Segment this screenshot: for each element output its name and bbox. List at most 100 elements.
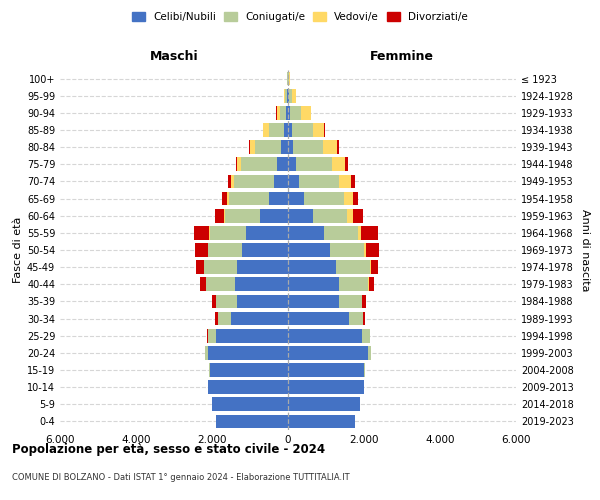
Bar xyxy=(206,278,235,291)
Bar xyxy=(210,363,288,377)
Bar xyxy=(284,123,288,137)
Bar xyxy=(215,312,218,326)
Bar xyxy=(210,226,246,239)
Bar xyxy=(352,174,355,188)
Text: Popolazione per età, sesso e stato civile - 2024: Popolazione per età, sesso e stato civil… xyxy=(12,442,325,456)
Bar xyxy=(288,192,304,205)
Bar xyxy=(196,260,204,274)
Bar xyxy=(269,123,284,137)
Bar xyxy=(285,89,287,102)
Bar xyxy=(288,226,324,239)
Bar xyxy=(277,158,288,171)
Bar xyxy=(288,89,289,102)
Bar xyxy=(366,243,379,257)
Bar xyxy=(299,174,340,188)
Bar xyxy=(209,363,210,377)
Bar xyxy=(230,174,233,188)
Bar xyxy=(290,106,301,120)
Bar xyxy=(362,329,370,342)
Bar xyxy=(286,106,288,120)
Text: Maschi: Maschi xyxy=(149,50,199,63)
Bar xyxy=(289,72,290,86)
Bar xyxy=(242,243,288,257)
Bar xyxy=(224,209,226,222)
Bar xyxy=(196,243,208,257)
Bar xyxy=(229,192,269,205)
Bar xyxy=(241,158,277,171)
Bar xyxy=(296,158,332,171)
Bar xyxy=(323,140,337,154)
Bar xyxy=(250,140,254,154)
Bar xyxy=(208,346,288,360)
Bar xyxy=(324,226,358,239)
Bar xyxy=(289,89,292,102)
Bar xyxy=(368,346,371,360)
Bar xyxy=(236,158,238,171)
Bar xyxy=(284,89,285,102)
Bar xyxy=(313,209,347,222)
Bar xyxy=(330,243,364,257)
Bar xyxy=(353,209,363,222)
Bar xyxy=(207,329,208,342)
Bar xyxy=(249,140,250,154)
Y-axis label: Fasce di età: Fasce di età xyxy=(13,217,23,283)
Bar xyxy=(361,226,379,239)
Bar xyxy=(288,398,360,411)
Bar xyxy=(324,123,325,137)
Bar xyxy=(340,294,362,308)
Bar xyxy=(260,209,288,222)
Bar xyxy=(238,158,241,171)
Bar xyxy=(281,140,288,154)
Bar xyxy=(227,174,230,188)
Bar xyxy=(208,329,216,342)
Bar xyxy=(349,312,363,326)
Bar xyxy=(362,294,365,308)
Bar xyxy=(235,278,288,291)
Bar xyxy=(288,414,355,428)
Bar xyxy=(236,294,288,308)
Bar xyxy=(287,89,288,102)
Bar xyxy=(347,209,353,222)
Bar xyxy=(292,89,296,102)
Bar xyxy=(293,140,323,154)
Bar xyxy=(288,329,362,342)
Bar xyxy=(368,278,374,291)
Bar xyxy=(209,226,210,239)
Bar xyxy=(301,106,311,120)
Bar xyxy=(313,123,324,137)
Bar xyxy=(364,363,365,377)
Bar xyxy=(288,346,368,360)
Bar xyxy=(288,243,330,257)
Bar xyxy=(212,398,288,411)
Bar xyxy=(200,278,206,291)
Bar xyxy=(194,226,209,239)
Bar xyxy=(274,174,288,188)
Bar xyxy=(364,312,365,326)
Bar xyxy=(340,174,352,188)
Bar xyxy=(292,123,313,137)
Bar xyxy=(205,346,208,360)
Bar xyxy=(216,294,236,308)
Bar xyxy=(215,209,224,222)
Bar xyxy=(222,192,227,205)
Bar xyxy=(340,278,368,291)
Bar xyxy=(212,294,215,308)
Bar xyxy=(288,158,296,171)
Bar xyxy=(226,209,260,222)
Bar xyxy=(218,312,231,326)
Bar xyxy=(345,158,348,171)
Bar xyxy=(227,192,229,205)
Bar xyxy=(288,380,364,394)
Bar xyxy=(304,192,344,205)
Bar xyxy=(254,140,281,154)
Bar xyxy=(288,209,313,222)
Bar xyxy=(288,278,340,291)
Bar xyxy=(288,312,349,326)
Bar xyxy=(370,260,371,274)
Bar xyxy=(288,363,364,377)
Bar xyxy=(288,140,293,154)
Bar xyxy=(344,192,353,205)
Bar xyxy=(205,260,236,274)
Bar xyxy=(208,243,242,257)
Text: COMUNE DI BOLZANO - Dati ISTAT 1° gennaio 2024 - Elaborazione TUTTITALIA.IT: COMUNE DI BOLZANO - Dati ISTAT 1° gennai… xyxy=(12,472,350,482)
